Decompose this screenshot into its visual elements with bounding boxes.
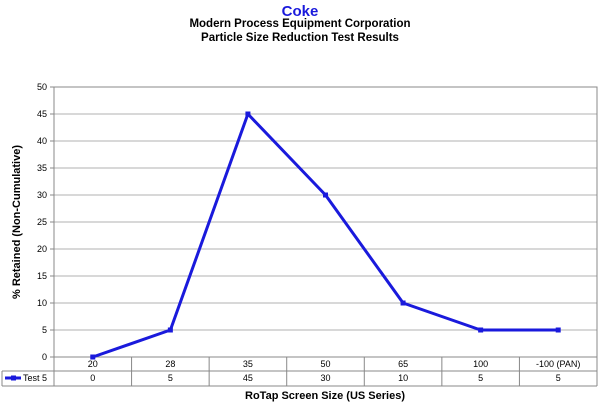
y-tick-label-25: 25	[37, 217, 47, 227]
data-table: 20 28 35 50 65 100 -100 (PAN) Test 5 0 5 45 30 10 5 5	[1, 357, 598, 387]
x-tick-label: 100	[473, 359, 488, 369]
table-value-cell: 30	[320, 373, 330, 383]
table-value-cell: 0	[90, 373, 95, 383]
table-value-cell: 45	[243, 373, 253, 383]
legend-swatch-marker	[11, 375, 16, 381]
y-tick-label-45: 45	[37, 109, 47, 119]
x-tick-label: 35	[243, 359, 253, 369]
table-value-cell: 10	[398, 373, 408, 383]
y-tick-label-35: 35	[37, 163, 47, 173]
x-axis-label: RoTap Screen Size (US Series)	[245, 390, 405, 402]
table-value-cell: 5	[478, 373, 483, 383]
table-value-cell: 5	[556, 373, 561, 383]
y-axis-ticks: 0 5 10 15 20 25 30 35 40 45 50	[37, 82, 54, 362]
data-point	[555, 327, 561, 333]
y-axis-label: % Retained (Non-Cumulative)	[11, 145, 23, 299]
x-tick-label: 20	[88, 359, 98, 369]
data-point	[400, 300, 406, 306]
data-point	[323, 192, 328, 198]
gridlines	[54, 113, 597, 331]
chart-subtitle-1: Modern Process Equipment Corporation	[189, 18, 410, 30]
chart-title: Coke	[282, 3, 319, 20]
y-tick-label-40: 40	[37, 136, 47, 146]
table-value-cell: 5	[168, 373, 173, 383]
x-tick-label: 28	[165, 359, 175, 369]
y-tick-label-20: 20	[37, 244, 47, 254]
y-tick-label-30: 30	[37, 190, 47, 200]
y-tick-label-10: 10	[37, 298, 47, 308]
y-tick-label-15: 15	[37, 271, 47, 281]
data-point	[245, 111, 251, 117]
y-tick-label-0: 0	[42, 352, 47, 362]
x-tick-label: 65	[398, 359, 408, 369]
legend-label: Test 5	[23, 373, 47, 383]
x-tick-label: 50	[320, 359, 330, 369]
chart-subtitle-2: Particle Size Reduction Test Results	[201, 32, 399, 44]
x-tick-label: -100 (PAN)	[536, 359, 580, 369]
data-point	[90, 354, 96, 360]
series-layer	[90, 111, 561, 360]
y-tick-label-50: 50	[37, 82, 47, 92]
series-line-0	[92, 112, 559, 359]
y-tick-label-5: 5	[42, 325, 47, 335]
data-point	[167, 327, 173, 333]
data-point	[478, 327, 484, 333]
